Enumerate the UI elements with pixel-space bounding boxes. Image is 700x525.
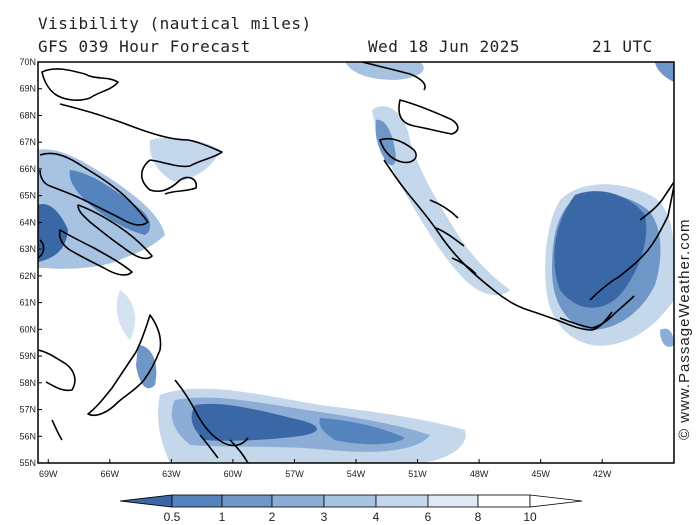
coastline-greenland-west	[383, 159, 613, 331]
colorbar-tick-label: 1	[219, 510, 226, 524]
forecast-date: Wed 18 Jun 2025	[368, 37, 520, 56]
credit-watermark: © www.PassageWeather.com	[676, 218, 693, 440]
coastline-greenland-nuuk-fjords	[429, 199, 477, 275]
fog-area-davis	[116, 290, 136, 340]
coastline-greenland-northwest	[361, 62, 459, 135]
lat-label: 63N	[19, 244, 36, 254]
lat-label: 68N	[19, 110, 36, 120]
lat-label: 62N	[19, 271, 36, 281]
coastline-labrador-south	[174, 379, 249, 447]
coastline-resolution-island	[38, 239, 45, 259]
lat-label: 66N	[19, 164, 36, 174]
lat-label: 67N	[19, 137, 36, 147]
longitude-axis: 69W 66W 63W 60W 57W 54W 51W 48W 45W 42W	[39, 459, 612, 479]
colorbar-tick-label: 10	[523, 510, 537, 524]
coastline-baffin-inlet	[59, 103, 223, 168]
colorbar-tick-label: 4	[373, 510, 380, 524]
lon-label: 60W	[224, 469, 243, 479]
lat-label: 69N	[19, 84, 36, 94]
lat-label: 57N	[19, 405, 36, 415]
lon-label: 57W	[285, 469, 304, 479]
lon-label: 48W	[470, 469, 489, 479]
lat-label: 56N	[19, 431, 36, 441]
lon-label: 54W	[347, 469, 366, 479]
lat-label: 65N	[19, 191, 36, 201]
latitude-axis: 70N 69N 68N 67N 66N 65N 64N 63N 62N 61N 60N 59N 58N 5…	[19, 57, 42, 468]
colorbar-segment	[171, 494, 223, 508]
lat-label: 60N	[19, 324, 36, 334]
lon-label: 51W	[408, 469, 427, 479]
forecast-time: 21 UTC	[592, 37, 653, 56]
coastline-baffin-main	[39, 152, 149, 226]
lat-label: 59N	[19, 351, 36, 361]
coastline-newfoundland-north	[199, 434, 249, 463]
fog-area-greenland-coast	[372, 106, 510, 296]
coastlines	[38, 62, 674, 463]
colorbar-tick-label: 8	[475, 510, 482, 524]
fog-area-labrador-core-2	[319, 418, 405, 445]
coastline-greenland-south	[589, 185, 674, 301]
lat-label: 64N	[19, 217, 36, 227]
coastline-labrador	[87, 314, 162, 417]
fog-area-baffin-core	[38, 204, 68, 262]
lat-label: 55N	[19, 458, 36, 468]
fog-area-labrador-small	[136, 345, 157, 389]
lon-label: 42W	[593, 469, 612, 479]
lon-label: 66W	[101, 469, 120, 479]
map-title: Visibility (nautical miles)	[38, 14, 312, 33]
lat-label: 58N	[19, 378, 36, 388]
colorbar-tick-label: 3	[321, 510, 328, 524]
fog-area-east-edge	[660, 328, 674, 347]
fog-area-greenland-coast-core	[375, 119, 396, 166]
coastline-meta-incognita	[77, 204, 153, 260]
lat-label: 70N	[19, 57, 36, 67]
colorbar-segment	[427, 494, 479, 508]
colorbar-tick-label: 6	[425, 510, 432, 524]
colorbar-segment	[375, 494, 429, 508]
coastline-hall-peninsula	[58, 229, 133, 276]
fog-area-se-core	[554, 191, 647, 308]
colorbar-segment	[477, 494, 531, 508]
colorbar-segment	[323, 494, 377, 508]
fog-area-greenland-north	[345, 62, 424, 80]
lat-label: 61N	[19, 298, 36, 308]
colorbar-segment	[221, 494, 273, 508]
visibility-field	[38, 62, 674, 463]
coastline-quebec-east	[51, 419, 63, 441]
lon-label: 45W	[531, 469, 550, 479]
colorbar-tick-label: 0.5	[164, 510, 181, 524]
coastline-greenland-east	[639, 181, 674, 221]
colorbar-min-arrow	[119, 494, 173, 508]
visibility-colorbar: 0.5 1 2 3 4 6 8 10	[119, 494, 583, 524]
colorbar-segment	[271, 494, 325, 508]
coastline-greenland-cape	[559, 295, 635, 329]
coastline-baffin-north	[41, 68, 119, 101]
colorbar-max-arrow	[529, 494, 583, 508]
model-run-label: GFS 039 Hour Forecast	[38, 37, 251, 56]
fog-area-labrador-core	[191, 403, 317, 441]
fog-area-ne-corner	[655, 62, 674, 82]
lon-label: 69W	[39, 469, 58, 479]
lon-label: 63W	[162, 469, 181, 479]
coastline-quebec-north	[38, 349, 76, 392]
coastline-baffin-cumberland	[140, 159, 198, 195]
coastline-greenland-disko	[379, 137, 417, 164]
colorbar-tick-label: 2	[269, 510, 276, 524]
fog-area-baffin-north	[149, 137, 220, 182]
fog-area-baffin-core-2	[69, 170, 151, 235]
